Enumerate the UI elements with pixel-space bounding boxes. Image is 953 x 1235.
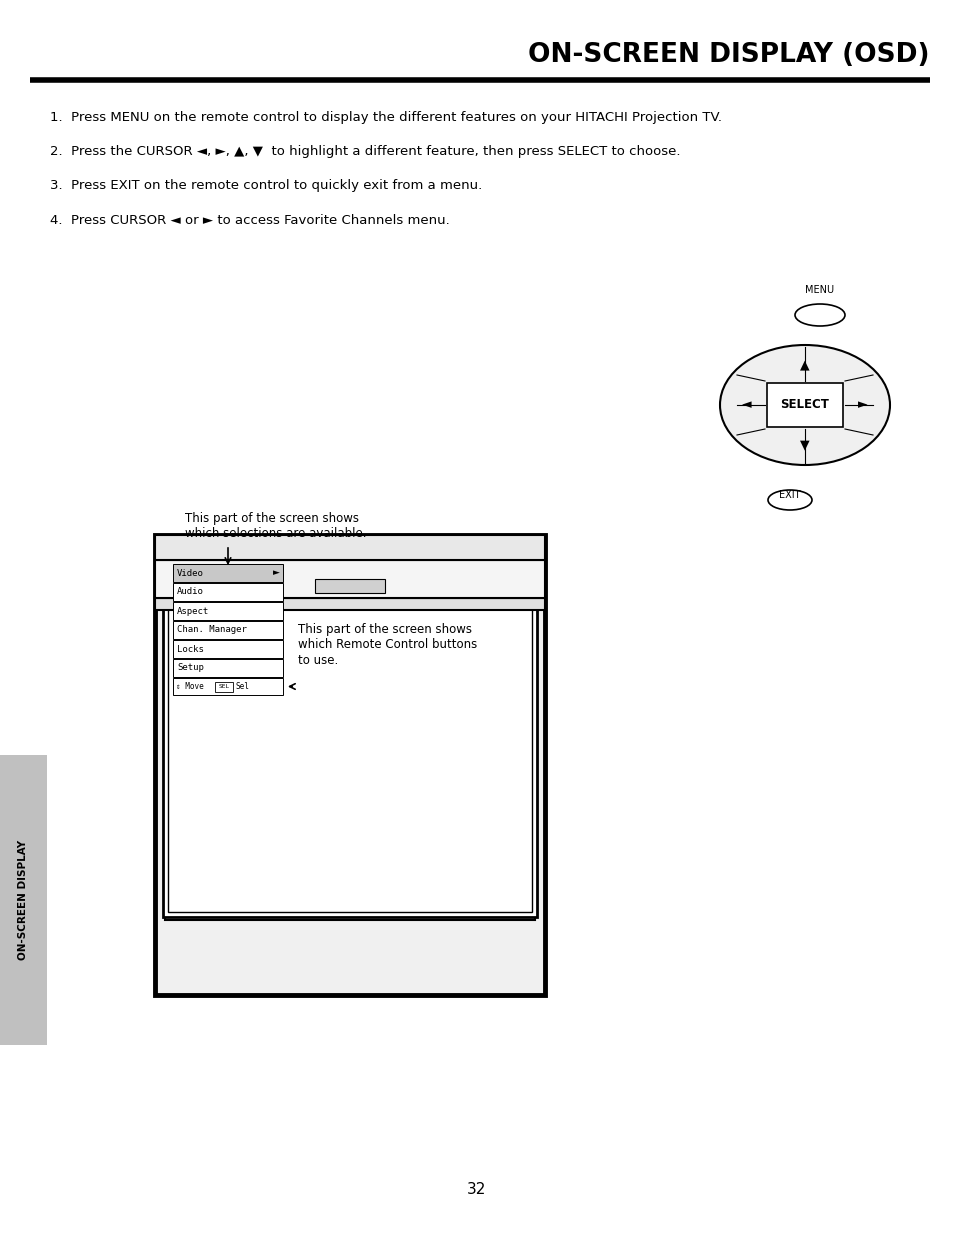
Text: This part of the screen shows
which Remote Control buttons
to use.: This part of the screen shows which Remo… [297, 624, 476, 667]
Text: SELECT: SELECT [780, 399, 828, 411]
Bar [172, 564, 283, 582]
Text: Video: Video [177, 568, 204, 578]
Text: This part of the screen shows
which selections are available.: This part of the screen shows which sele… [185, 513, 366, 540]
Text: ▲: ▲ [800, 358, 809, 372]
Bar [172, 621, 283, 638]
Bar [172, 601, 283, 620]
Text: ⇕ Move: ⇕ Move [175, 682, 204, 692]
Text: MENU: MENU [804, 285, 834, 295]
Bar [766, 383, 842, 427]
Bar [168, 558, 532, 911]
Text: 3.  Press EXIT on the remote control to quickly exit from a menu.: 3. Press EXIT on the remote control to q… [50, 179, 482, 191]
Text: ▼: ▼ [800, 438, 809, 452]
Bar [172, 583, 283, 601]
Bar [172, 659, 283, 677]
Bar [154, 535, 544, 559]
Ellipse shape [720, 345, 889, 466]
Bar [0, 755, 47, 1045]
Text: ◄: ◄ [741, 399, 751, 411]
Text: SEL: SEL [218, 684, 230, 689]
Bar [172, 678, 283, 695]
Text: Chan. Manager: Chan. Manager [177, 625, 247, 635]
Bar [214, 682, 233, 692]
Text: 32: 32 [467, 1182, 486, 1198]
Text: ON-SCREEN DISPLAY: ON-SCREEN DISPLAY [18, 840, 28, 960]
Text: ON-SCREEN DISPLAY (OSD): ON-SCREEN DISPLAY (OSD) [528, 42, 929, 68]
Text: 1.  Press MENU on the remote control to display the different features on your H: 1. Press MENU on the remote control to d… [50, 110, 721, 124]
Bar [172, 640, 283, 658]
Bar [154, 598, 544, 610]
Text: Audio: Audio [177, 588, 204, 597]
Text: ►: ► [858, 399, 867, 411]
Text: Locks: Locks [177, 645, 204, 653]
Text: Aspect: Aspect [177, 606, 209, 615]
Bar [154, 535, 544, 995]
Bar [314, 579, 385, 593]
Text: ►: ► [273, 568, 280, 578]
Bar [163, 553, 537, 918]
Text: 2.  Press the CURSOR ◄, ►, ▲, ▼  to highlight a different feature, then press SE: 2. Press the CURSOR ◄, ►, ▲, ▼ to highli… [50, 146, 679, 158]
Text: EXIT: EXIT [779, 490, 800, 500]
Bar [165, 610, 535, 920]
Text: Setup: Setup [177, 663, 204, 673]
Text: Sel: Sel [235, 682, 250, 692]
Bar [154, 559, 544, 598]
Text: 4.  Press CURSOR ◄ or ► to access Favorite Channels menu.: 4. Press CURSOR ◄ or ► to access Favorit… [50, 214, 449, 226]
